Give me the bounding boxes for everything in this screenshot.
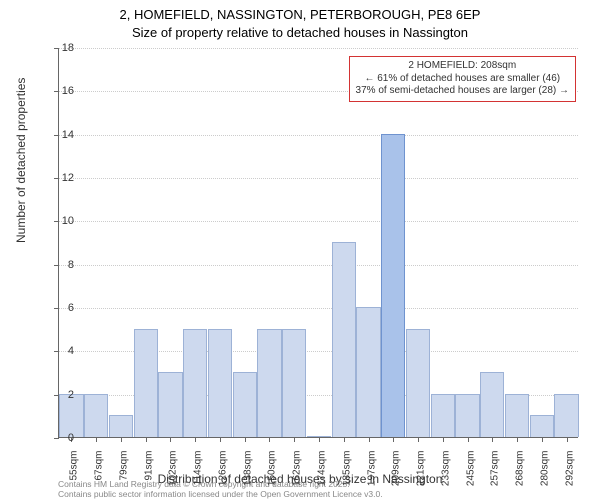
x-tick-label: 233sqm — [440, 451, 451, 487]
chart-container: 2, HOMEFIELD, NASSINGTON, PETERBOROUGH, … — [0, 0, 600, 500]
annotation-box: 2 HOMEFIELD: 208sqm ← 61% of detached ho… — [349, 56, 576, 102]
bar — [480, 372, 504, 437]
x-tick-label: 114sqm — [193, 451, 204, 486]
bar — [332, 242, 356, 437]
grid-line — [59, 265, 578, 266]
y-tick-label: 10 — [44, 215, 74, 227]
x-tick-mark — [443, 437, 444, 442]
bar — [84, 394, 108, 437]
bar — [158, 372, 182, 437]
x-tick-mark — [393, 437, 394, 442]
y-tick-label: 16 — [44, 85, 74, 97]
x-tick-mark — [369, 437, 370, 442]
x-tick-label: 102sqm — [168, 451, 179, 487]
bar — [282, 329, 306, 437]
y-tick-label: 4 — [44, 345, 74, 357]
x-tick-label: 245sqm — [465, 451, 476, 487]
x-tick-mark — [468, 437, 469, 442]
x-tick-mark — [170, 437, 171, 442]
x-tick-label: 292sqm — [564, 451, 575, 487]
bar-highlight — [381, 134, 405, 437]
x-tick-mark — [195, 437, 196, 442]
x-tick-label: 91sqm — [143, 451, 154, 481]
x-tick-label: 280sqm — [539, 451, 550, 487]
bar — [356, 307, 380, 437]
x-tick-label: 67sqm — [94, 451, 105, 481]
bar — [406, 329, 430, 437]
y-tick-label: 18 — [44, 42, 74, 54]
title-address: 2, HOMEFIELD, NASSINGTON, PETERBOROUGH, … — [0, 6, 600, 24]
annotation-line2: ← 61% of detached houses are smaller (46… — [356, 73, 569, 86]
plot-area — [58, 48, 578, 438]
x-tick-label: 79sqm — [118, 451, 129, 481]
x-tick-label: 197sqm — [366, 451, 377, 487]
grid-line — [59, 178, 578, 179]
bar — [554, 394, 578, 437]
x-tick-mark — [542, 437, 543, 442]
title-block: 2, HOMEFIELD, NASSINGTON, PETERBOROUGH, … — [0, 0, 600, 41]
x-tick-label: 221sqm — [416, 451, 427, 487]
annotation-line3: 37% of semi-detached houses are larger (… — [356, 85, 569, 98]
x-tick-mark — [96, 437, 97, 442]
y-axis-label: Number of detached properties — [14, 78, 28, 243]
x-tick-mark — [517, 437, 518, 442]
bar — [431, 394, 455, 437]
y-tick-label: 0 — [44, 432, 74, 444]
bar — [233, 372, 257, 437]
grid-line — [59, 48, 578, 49]
x-tick-label: 126sqm — [217, 451, 228, 487]
bar — [455, 394, 479, 437]
x-tick-label: 209sqm — [391, 451, 402, 487]
x-tick-mark — [492, 437, 493, 442]
x-tick-mark — [245, 437, 246, 442]
x-tick-mark — [220, 437, 221, 442]
x-tick-label: 268sqm — [515, 451, 526, 487]
x-tick-label: 150sqm — [267, 451, 278, 487]
y-tick-label: 6 — [44, 302, 74, 314]
y-tick-label: 2 — [44, 389, 74, 401]
y-tick-label: 12 — [44, 172, 74, 184]
x-tick-mark — [418, 437, 419, 442]
footer-line2: Contains public sector information licen… — [58, 489, 383, 499]
bar — [505, 394, 529, 437]
annotation-line1: 2 HOMEFIELD: 208sqm — [356, 60, 569, 73]
x-tick-label: 162sqm — [292, 451, 303, 487]
bar — [134, 329, 158, 437]
grid-line — [59, 221, 578, 222]
x-tick-mark — [294, 437, 295, 442]
x-tick-mark — [567, 437, 568, 442]
x-tick-mark — [344, 437, 345, 442]
x-tick-mark — [269, 437, 270, 442]
x-tick-label: 185sqm — [341, 451, 352, 487]
bar — [183, 329, 207, 437]
x-tick-label: 55sqm — [69, 451, 80, 481]
x-tick-mark — [121, 437, 122, 442]
grid-line — [59, 308, 578, 309]
x-tick-mark — [146, 437, 147, 442]
x-tick-mark — [319, 437, 320, 442]
x-tick-label: 174sqm — [317, 451, 328, 487]
title-subtitle: Size of property relative to detached ho… — [0, 24, 600, 42]
y-tick-label: 14 — [44, 129, 74, 141]
grid-line — [59, 135, 578, 136]
chart-outer: 2 HOMEFIELD: 208sqm ← 61% of detached ho… — [58, 48, 578, 438]
bar — [530, 415, 554, 437]
bar — [109, 415, 133, 437]
bar — [257, 329, 281, 437]
x-tick-label: 138sqm — [242, 451, 253, 487]
x-tick-label: 257sqm — [490, 451, 501, 487]
y-tick-label: 8 — [44, 259, 74, 271]
bar — [208, 329, 232, 437]
